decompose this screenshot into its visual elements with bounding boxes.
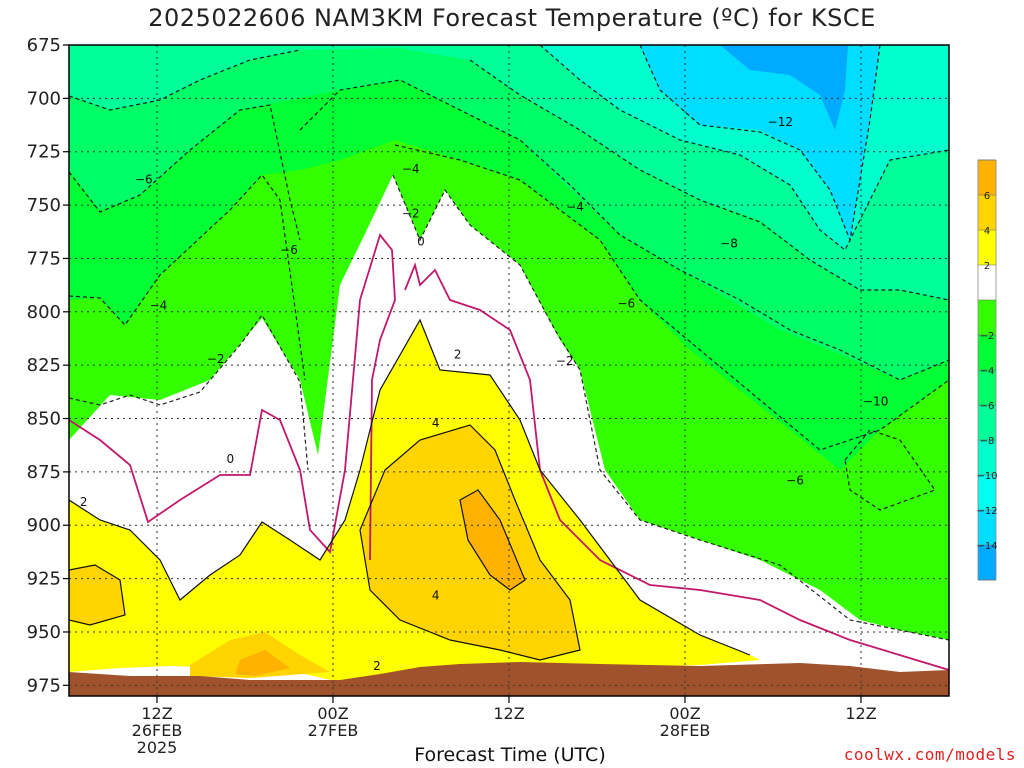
isotherm-minus10 bbox=[539, 45, 949, 511]
x-axis-title: Forecast Time (UTC) bbox=[414, 744, 606, 766]
x-tick-label: 28FEB bbox=[660, 721, 711, 740]
contour-label: −12 bbox=[768, 115, 793, 129]
y-tick-label: 750 bbox=[27, 195, 61, 216]
colorbar-label: −6 bbox=[980, 401, 995, 412]
colorbar-swatch bbox=[978, 475, 996, 510]
x-tick-label: 00Z bbox=[669, 704, 700, 723]
contour-label: −2 bbox=[402, 207, 420, 221]
contour-label: −2 bbox=[556, 354, 574, 368]
isotherm-minus12 bbox=[639, 45, 881, 243]
y-tick-label: 725 bbox=[27, 142, 61, 163]
contour-label: −10 bbox=[863, 394, 888, 408]
contour-label: −8 bbox=[720, 237, 738, 251]
colorbar-swatch bbox=[978, 335, 996, 370]
colorbar-swatch bbox=[978, 160, 996, 195]
contour-label: 0 bbox=[227, 452, 235, 466]
contour-label: 2 bbox=[80, 495, 88, 509]
x-tick-label: 12Z bbox=[493, 704, 524, 723]
colorbar-label: −4 bbox=[980, 366, 995, 377]
isotherm-minus8 bbox=[69, 49, 949, 301]
colorbar-label: 2 bbox=[984, 261, 990, 272]
contour-label: −6 bbox=[135, 172, 153, 186]
y-tick-label: 800 bbox=[27, 302, 61, 323]
x-tick-label: 00Z bbox=[317, 704, 348, 723]
colorbar-label: 6 bbox=[984, 191, 990, 202]
colorbar-swatch bbox=[978, 300, 996, 335]
y-tick-label: 950 bbox=[27, 622, 61, 643]
y-tick-label: 775 bbox=[27, 248, 61, 269]
chart-title: 2025022606 NAM3KM Forecast Temperature (… bbox=[148, 4, 876, 32]
x-tick-label: 2025 bbox=[137, 738, 178, 757]
contour-label: 2 bbox=[454, 347, 462, 361]
isotherm-minus2 bbox=[69, 174, 949, 641]
y-tick-label: 975 bbox=[27, 675, 61, 696]
contour-label: −6 bbox=[617, 296, 635, 310]
contour-label: 4 bbox=[432, 589, 440, 603]
x-tick-label: 12Z bbox=[845, 704, 876, 723]
y-tick-label: 700 bbox=[27, 88, 61, 109]
colorbar-label: −2 bbox=[980, 331, 995, 342]
contour-label: 4 bbox=[432, 416, 440, 430]
y-tick-label: 825 bbox=[27, 355, 61, 376]
isotherm-plus6 bbox=[459, 489, 526, 591]
y-axis: 675 700 725 750 775 800 825 850 875 900 925 950 975 bbox=[27, 35, 69, 696]
isotherm-minus4 bbox=[69, 144, 949, 451]
colorbar-swatch bbox=[978, 195, 996, 230]
colorbar-swatch bbox=[978, 510, 996, 545]
colorbar-swatch bbox=[978, 230, 996, 265]
contour-label: −4 bbox=[566, 200, 584, 214]
colorbar-label: −14 bbox=[976, 541, 997, 552]
y-tick-label: 875 bbox=[27, 462, 61, 483]
colorbar: 6 4 2 −2 −4 −6 −8 −10 −12 −14 bbox=[976, 159, 998, 581]
y-tick-label: 900 bbox=[27, 515, 61, 536]
isotherm-plus4 bbox=[69, 424, 581, 661]
contour-label: 0 bbox=[417, 234, 425, 248]
contour-lines bbox=[69, 45, 949, 671]
source-credit: coolwx.com/models bbox=[843, 745, 1016, 764]
band-plus4-plus6 bbox=[69, 425, 580, 678]
isotherm-minus6 bbox=[69, 79, 949, 381]
colorbar-label: −12 bbox=[976, 506, 997, 517]
x-tick-label: 12Z bbox=[141, 704, 172, 723]
colorbar-swatch bbox=[978, 545, 996, 580]
y-tick-label: 850 bbox=[27, 409, 61, 430]
x-tick-label: 26FEB bbox=[132, 721, 183, 740]
colorbar-swatch bbox=[978, 405, 996, 440]
colorbar-swatch bbox=[978, 370, 996, 405]
colorbar-label: −8 bbox=[980, 436, 995, 447]
contour-label: −4 bbox=[150, 298, 168, 312]
contour-label: −4 bbox=[402, 162, 420, 176]
x-tick-label: 27FEB bbox=[308, 721, 359, 740]
colorbar-label: 4 bbox=[984, 226, 990, 237]
y-tick-label: 675 bbox=[27, 35, 61, 56]
y-tick-label: 925 bbox=[27, 569, 61, 590]
isotherm-plus2 bbox=[69, 318, 751, 656]
colorbar-swatch bbox=[978, 440, 996, 475]
contour-label: −6 bbox=[280, 243, 298, 257]
band-below-minus14 bbox=[720, 45, 848, 130]
colorbar-swatch bbox=[978, 265, 996, 300]
terrain-surface bbox=[69, 662, 949, 696]
contour-labels: −6 −4 −2 0 2 −6 −4 −2 0 2 4 4 2 −4 −2 −6 −8 −12 −10 −6 bbox=[80, 115, 888, 673]
contour-label: −6 bbox=[786, 473, 804, 487]
contour-label: −2 bbox=[207, 352, 225, 366]
band-above-plus6 bbox=[235, 490, 525, 676]
colorbar-label: −10 bbox=[976, 471, 997, 482]
isotherm-0-left bbox=[69, 233, 396, 561]
contour-label: 2 bbox=[373, 659, 381, 673]
